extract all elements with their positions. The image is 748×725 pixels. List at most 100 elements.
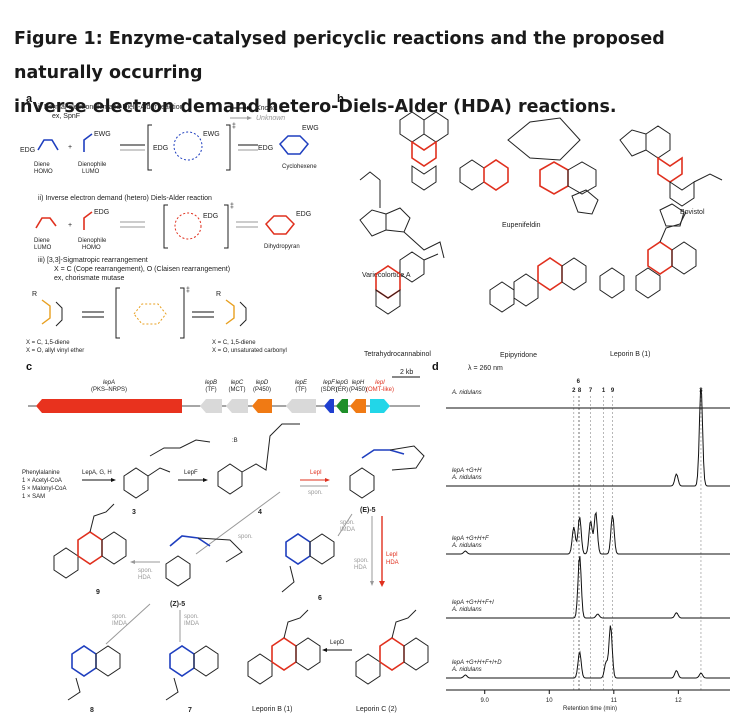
gene-role-lepI: (OMT-like)	[366, 387, 394, 393]
spon-imda-6b: IMDA	[340, 527, 355, 533]
precursor-acetyl: 1 × Acetyl-CoA	[22, 478, 62, 484]
spon-imda-7b: IMDA	[184, 621, 199, 627]
gene-arrow-lepE	[286, 399, 316, 413]
peak-labels: 2 8 7 1 9 36	[572, 379, 703, 394]
diene-edg-label: EDG	[20, 147, 35, 154]
r-group-right: R	[216, 291, 221, 298]
leporin-b-structure	[247, 609, 321, 685]
epipyridone-label: Epipyridone	[500, 352, 537, 359]
x-tick-label-9.0: 9.0	[481, 698, 490, 704]
compound-3-label: 3	[132, 509, 136, 516]
gene-name-lepB: lepB	[205, 380, 217, 386]
cyclohexene-ring	[278, 135, 310, 155]
sigmatropic-sub2: ex, chorismate mutase	[54, 275, 125, 282]
sigma-right-structure-2	[239, 301, 247, 327]
diene-structure	[37, 139, 59, 151]
sigma-right-label1: X = C, 1,5-diene	[212, 340, 256, 346]
variecolortide-label: Variecolortide A	[362, 272, 411, 279]
panel-b: Variecolortide A Eupenifeldin Bovistol T…	[359, 111, 723, 359]
legend-unknown-arrowhead	[247, 116, 252, 120]
x-axis-label: Retention time (min)	[563, 706, 617, 712]
precursor-phe: Phenylalanine	[22, 470, 60, 476]
lepi-hda-b: HDA	[386, 560, 399, 566]
leporinb-structure	[599, 211, 697, 299]
ts-dagger: ‡	[232, 123, 236, 130]
sigma-left-structure-2	[55, 301, 63, 327]
gene-role-lepA: (PKS–NRPS)	[91, 387, 127, 393]
trace-label-2: lepA +G+H	[452, 468, 482, 474]
legend-known-arrowhead	[247, 106, 252, 110]
ts-ewg-label: EWG	[203, 131, 220, 138]
hetero-dienophile-structure	[83, 211, 93, 230]
gene-role-lepD: (P450)	[253, 387, 271, 393]
compound-e5-structure	[349, 445, 425, 499]
sigma-right-label2: X = O, unsaturated carbonyl	[212, 348, 287, 354]
ts3-chair	[133, 303, 167, 325]
dihydropyran-label: Dihydropyran	[264, 244, 300, 250]
spon-hda-9b: HDA	[138, 575, 151, 581]
x-tick-label-11: 11	[611, 698, 618, 704]
arrow-imda-8	[105, 603, 151, 645]
spon-hda-9a: spon.	[138, 568, 153, 574]
traces	[446, 388, 730, 679]
base-label: :B	[232, 438, 238, 444]
peak-label-9: 9	[611, 388, 615, 394]
gene-name-lepG: lepG	[336, 380, 349, 386]
compound-6-structure	[281, 533, 335, 593]
dienophile-lumo-label: LUMO	[82, 169, 100, 175]
gene-arrow-lepH	[350, 399, 366, 413]
compound-8-label: 8	[90, 707, 94, 714]
thc-structure	[375, 251, 439, 315]
trace-label-3: lepA +G+H+F	[452, 536, 489, 542]
figure-title-line1: Figure 1: Enzyme-catalysed pericyclic re…	[14, 29, 665, 83]
epipyridone-structure	[489, 257, 587, 313]
lepd-label: LepD	[330, 640, 345, 646]
sigmatropic-heading: iii) [3,3]-Sigmatropic rearrangement	[38, 257, 148, 264]
trace-label-4: lepA +G+H+F+I	[452, 600, 494, 606]
compound-e5-label: (E)-5	[360, 507, 376, 514]
ts3-bracket-left	[115, 287, 120, 339]
r-group-left: R	[32, 291, 37, 298]
eupenifeldin-structure	[459, 117, 599, 215]
arrow-lepd-head	[322, 648, 327, 652]
diene-label: Diene	[34, 162, 50, 168]
peak-label-2: 2	[572, 388, 576, 394]
sigma-right-structure	[225, 299, 235, 325]
spon-imda-8a: spon.	[112, 614, 127, 620]
spon-hda-b: HDA	[354, 565, 367, 571]
arrow-imda-6	[337, 513, 353, 537]
spon-imda-8b: IMDA	[112, 621, 127, 627]
panel-a: i) Normal electron demand Diels-Alder re…	[20, 104, 319, 354]
compound-3-structure	[123, 439, 211, 499]
dienophile-structure	[83, 133, 93, 152]
sigma-left-label1: X = C, 1,5-diene	[26, 340, 70, 346]
peak-label-7: 7	[589, 388, 593, 394]
figure-title-line2: inverse electron demand hetero-Diels-Ald…	[14, 97, 617, 117]
variecolortide-structure	[359, 111, 449, 259]
compound-4-label: 4	[258, 509, 262, 516]
normal-da-heading: i) Normal electron demand Diels-Alder re…	[38, 104, 184, 111]
compound-7-structure	[165, 645, 219, 701]
gene-arrow-lepC	[226, 399, 248, 413]
ts2-bracket-left	[163, 204, 168, 249]
precursor-sam: 1 × SAM	[22, 494, 45, 500]
compound-6-label: 6	[318, 595, 322, 602]
ts-ring	[173, 131, 203, 161]
product-edg-label: EDG	[258, 145, 273, 152]
arrow-spon-z5	[195, 491, 281, 555]
trace-label-2-strain: A. nidulans	[451, 475, 482, 481]
diene-homo-label: HOMO	[34, 169, 53, 175]
panel-c: lepA(PKS–NRPS)lepB(TF)lepC(MCT)lepD(P450…	[22, 369, 429, 714]
sigma-left-structure	[41, 299, 51, 325]
normal-da-example: ex, SpnF	[52, 113, 80, 120]
peak-guides	[573, 396, 702, 690]
gene-name-lepD: lepD	[256, 380, 269, 386]
leporinb-label: Leporin B (1)	[610, 351, 650, 358]
hetero-diene-structure	[35, 217, 57, 229]
ts-bracket-left	[147, 124, 152, 171]
compound-z5-label: (Z)-5	[170, 601, 185, 608]
gene-name-lepF: lepF	[323, 380, 335, 386]
plus-sign: +	[68, 144, 72, 151]
